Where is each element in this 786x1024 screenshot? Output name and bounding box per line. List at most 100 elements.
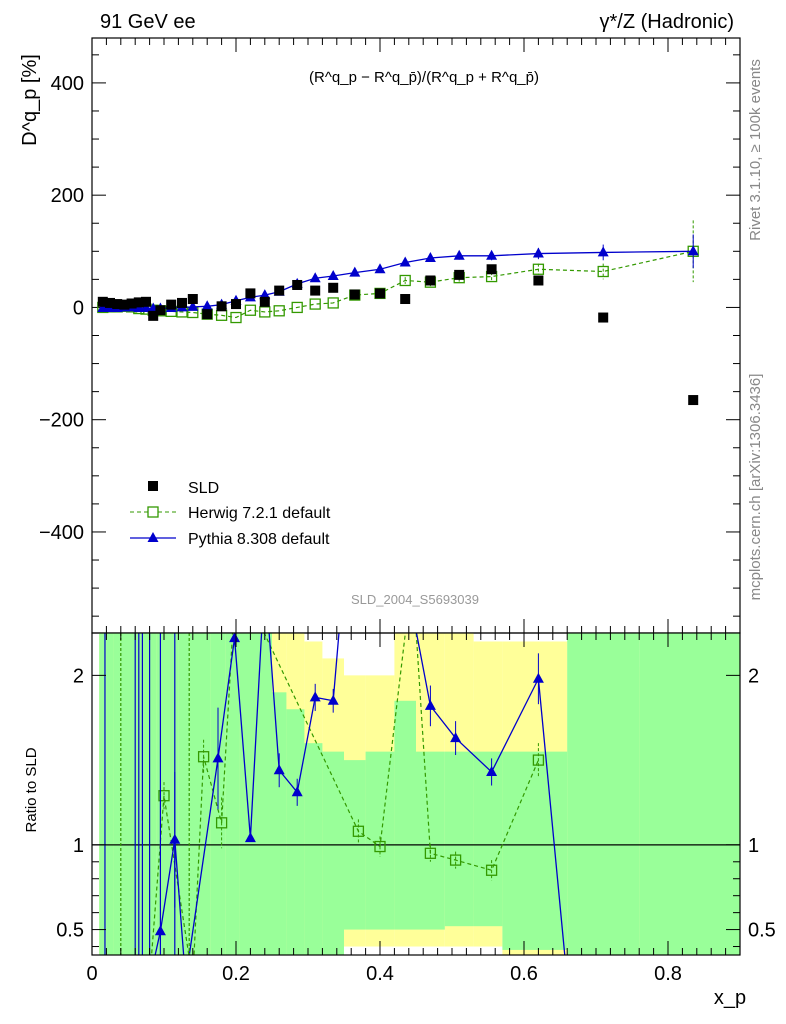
sld-point [274,285,285,296]
x-tick-label: 0 [86,963,97,985]
y-tick-label: −400 [39,522,84,544]
legend-sld-label: SLD [188,480,219,497]
band_inner-bin [120,633,128,955]
ratio-herwig-point [197,751,210,763]
band_inner-bin [200,633,211,955]
ratio-pythia-point [450,732,462,743]
band_inner-bin [128,633,136,955]
band_inner-bin [149,633,157,955]
lower-panel: 0.5 0.5 1 1 2 2 0 0.2 0.4 0.6 0.8 [56,632,776,985]
ratio-pythia-point [273,764,285,775]
band_inner-bin [113,633,121,955]
pythia-point [97,301,109,312]
band_inner-bin [444,751,474,927]
band_inner-bin [254,633,272,955]
pythia-point [486,249,498,260]
sld-point [349,289,360,300]
ratio-pythia-point [327,694,339,705]
ratio-pythia-point [309,691,321,702]
sld-point [148,310,159,321]
herwig-point [399,274,411,287]
upper-data [97,220,699,406]
sld-point [97,296,108,307]
pythia-point [687,245,699,256]
sld-point [133,297,144,308]
ratio-pythia-line [154,633,566,955]
band_inner-bin [286,709,305,955]
sld-point [202,309,213,320]
y-tick-label: 200 [51,185,84,207]
sld-point [454,269,465,280]
panel-title: (R^q_p − R^q_p̄)/(R^q_p + R^q_p̄) [309,69,539,86]
ratio-herwig-line [150,633,539,955]
sld-point [328,282,339,293]
y-tick-label: 400 [51,73,84,95]
upper-axes: −400 −200 0 200 400 [39,37,741,634]
ratio-data [92,633,740,955]
herwig-point [327,297,339,309]
band_inner-bin [225,633,240,955]
watermark: SLD_2004_S5693039 [351,592,479,607]
band_inner-bin [106,633,114,955]
sld-point [425,275,436,286]
pythia-point [327,270,339,280]
sld-point [166,299,177,310]
herwig-point [309,298,321,310]
band_inner-bin [142,633,150,955]
band_inner-bin [189,633,200,955]
ratio-herwig-point [158,790,170,802]
plot-frame [91,632,741,956]
herwig-point [230,311,242,324]
ratio-pythia-point [244,832,256,843]
sld-point [486,264,497,275]
band_inner-bin [502,751,568,950]
mcplots-label: mcplots.cern.ch [arXiv:1306.3436] [747,374,764,601]
pythia-point [201,300,213,311]
sld-point [400,294,411,305]
ratio-herwig-point [485,864,498,876]
sld-point [216,301,227,312]
sld-point [141,296,151,307]
sld-point [187,294,198,305]
herwig-point [532,263,545,275]
herwig-point [273,305,285,317]
legend-herwig-label: Herwig 7.2.1 default [188,505,331,522]
sld-point [292,279,303,290]
ratio-pythia-point [424,699,436,710]
ratio-herwig-point [532,754,545,766]
pythia-point [374,263,386,274]
herwig-point [259,306,271,318]
pythia-point [399,256,411,267]
ratio-bands [99,633,740,955]
band_inner-bin [322,751,344,955]
band_inner-bin [473,751,503,927]
ratio-y-tick-label-right: 0.5 [748,920,776,942]
ratio-y-tick-label-right: 2 [748,665,759,687]
ratio-herwig-point [215,817,228,829]
ratio-y-tick-label-right: 1 [748,835,759,857]
ratio-pythia-point [212,752,224,763]
sld-point [177,297,187,308]
legend-pythia-label: Pythia 8.308 default [188,531,330,548]
band_inner-bin [567,633,640,955]
sld-point [688,395,699,406]
pythia-point [597,246,609,257]
legend: SLD Herwig 7.2.1 default Pythia 8.308 defa… [130,480,331,548]
x-axis-title: x_p [714,987,746,1009]
x-tick-label: 0.4 [366,963,394,985]
pythia-point [424,252,436,263]
x-tick-label: 0.6 [510,963,538,985]
sld-point [310,285,321,296]
rivet-label: Rivet 3.1.10, ≥ 100k events [747,59,764,241]
legend-herwig-marker [147,506,159,518]
ratio-pythia-point [486,765,498,776]
x-tick-label: 0.8 [654,963,682,985]
pythia-point [140,301,152,312]
ratio-y-tick-label: 2 [73,665,84,687]
x-tick-label: 0.2 [222,963,250,985]
band_inner-bin [304,743,323,955]
ratio-pythia-point [229,633,241,643]
sld-point [375,288,385,299]
header-left: 91 GeV ee [100,11,196,33]
header-right: γ*/Z (Hadronic) [600,11,734,33]
